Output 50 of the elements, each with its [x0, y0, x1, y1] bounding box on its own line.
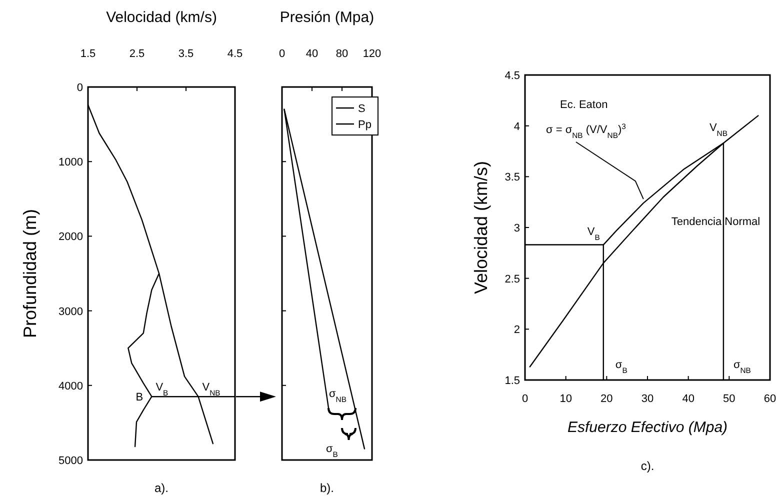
y-tick-label: 5000	[58, 455, 83, 467]
x-tick-label: 0	[522, 393, 528, 405]
y-axis-title: Profundidad (m)	[20, 208, 40, 338]
annotation: Tendencia Normal	[671, 216, 760, 228]
y-tick-label: 3000	[58, 306, 83, 318]
x-tick-label: 40	[682, 393, 694, 405]
x-tick-label: 10	[560, 393, 572, 405]
legend-label: S	[358, 103, 366, 115]
y-tick-label: 2000	[58, 231, 83, 244]
x-tick-label: 120	[362, 48, 382, 60]
y-tick-label: 4.5	[504, 70, 520, 82]
legend-label: Pp	[358, 119, 372, 131]
y-tick-label: 1000	[58, 156, 83, 169]
x-tick-label: 60	[764, 393, 776, 405]
annotation: Ec. Eaton	[560, 99, 608, 111]
y-tick-label: 3.5	[504, 172, 520, 184]
y-tick-label: 2	[514, 324, 520, 336]
annotation: V$_{B}$	[156, 382, 168, 398]
annotation: σ = σ$_{NB}$ (V/V$_{NB}$)$^{3}$	[546, 122, 626, 140]
x-tick-label: 3.5	[178, 48, 194, 60]
y-tick-label: 1.5	[504, 375, 520, 387]
text: b).	[320, 481, 334, 495]
x-tick-label: 1.5	[80, 48, 96, 60]
y-axis-title: Velocidad (km/s)	[471, 160, 491, 294]
x-tick-label: 50	[723, 393, 736, 405]
x-axis-title: Presión (Mpa)	[280, 9, 374, 26]
x-tick-label: 2.5	[129, 48, 145, 60]
annotation: V$_{NB}$	[709, 122, 728, 138]
text: c).	[640, 459, 654, 473]
x-tick-label: 20	[600, 393, 613, 405]
y-tick-label: 4	[514, 120, 520, 133]
x-axis-title: Esfuerzo Efectivo (Mpa)	[567, 419, 728, 436]
annotation: B	[136, 392, 144, 404]
x-axis-title: Velocidad (km/s)	[106, 9, 217, 26]
annotation: V$_{NB}$	[202, 382, 220, 398]
x-tick-label: 4.5	[227, 48, 243, 60]
annotation: V$_{B}$	[587, 226, 600, 242]
annotation: σ$_{NB}$	[733, 359, 751, 374]
x-tick-label: 30	[641, 393, 654, 405]
annotation: σ$_{B}$	[326, 443, 338, 458]
annotation: σ$_{NB}$	[329, 388, 346, 404]
y-tick-label: 0	[76, 82, 83, 94]
x-tick-label: 0	[278, 48, 286, 60]
y-tick-label: 3	[514, 222, 520, 234]
x-tick-label: 40	[306, 48, 318, 60]
text: a).	[154, 481, 169, 495]
y-tick-label: 2.5	[504, 273, 520, 286]
y-tick-label: 4000	[58, 380, 83, 392]
x-tick-label: 80	[336, 48, 348, 60]
annotation: σ$_{B}$	[615, 359, 628, 374]
